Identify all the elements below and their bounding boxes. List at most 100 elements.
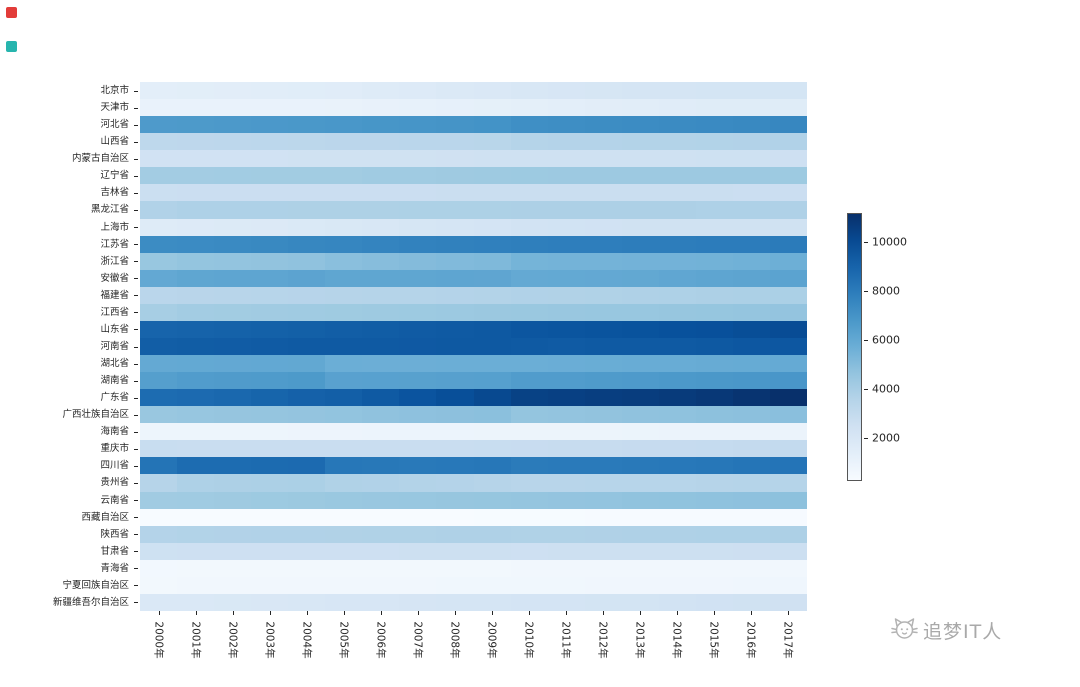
heatmap-cell: [140, 201, 178, 219]
colorbar-tick-label: 8000: [872, 284, 900, 298]
heatmap-cell: [732, 355, 770, 373]
heatmap-cell: [436, 150, 474, 168]
heatmap-cell: [769, 201, 807, 219]
heatmap-cell: [251, 457, 289, 475]
heatmap-cell: [214, 235, 252, 253]
heatmap-cell: [695, 559, 733, 577]
heatmap-cell: [584, 252, 622, 270]
heatmap-cell: [325, 559, 363, 577]
heatmap-cell: [140, 133, 178, 151]
heatmap-cell: [177, 525, 215, 543]
y-axis-tick: [134, 363, 138, 365]
heatmap-cell: [732, 320, 770, 338]
heatmap-cell: [251, 201, 289, 219]
teal-square-decoration: [6, 41, 17, 52]
heatmap-cell: [547, 423, 585, 441]
cat-logo-icon: [891, 616, 918, 645]
heatmap-cell: [658, 320, 696, 338]
heatmap-cell: [325, 235, 363, 253]
y-axis-tick: [134, 448, 138, 450]
heatmap-cell: [177, 355, 215, 373]
heatmap-cell: [399, 116, 437, 134]
heatmap-cell: [510, 559, 548, 577]
heatmap-cell: [473, 252, 511, 270]
heatmap-cell: [214, 542, 252, 560]
heatmap-cell: [695, 440, 733, 458]
heatmap-cell: [251, 218, 289, 236]
heatmap-cell: [399, 133, 437, 151]
heatmap-cell: [621, 320, 659, 338]
heatmap-cell: [732, 542, 770, 560]
heatmap-cell: [547, 457, 585, 475]
heatmap-cell: [658, 167, 696, 185]
heatmap-cell: [251, 252, 289, 270]
heatmap-cell: [362, 593, 400, 611]
heatmap-cell: [177, 184, 215, 202]
heatmap-cell: [510, 337, 548, 356]
heatmap-cell: [436, 303, 474, 321]
heatmap-cell: [288, 337, 326, 356]
heatmap-cell: [214, 303, 252, 321]
heatmap-cell: [140, 99, 178, 117]
heatmap-cell: [547, 593, 585, 611]
y-axis-tick: [134, 397, 138, 399]
x-axis-label: 2006年: [374, 621, 387, 659]
y-axis-label: 河北省: [100, 119, 129, 131]
heatmap-cell: [695, 372, 733, 390]
heatmap-cell: [288, 235, 326, 253]
x-axis-label: 2015年: [707, 621, 720, 659]
heatmap-cell: [510, 474, 548, 492]
heatmap-cell: [288, 82, 326, 100]
heatmap-cell: [177, 133, 215, 151]
x-axis-tick: [232, 611, 234, 615]
heatmap-cell: [732, 337, 770, 356]
heatmap-cell: [288, 406, 326, 424]
colorbar-tick: [864, 241, 868, 243]
heatmap-cell: [288, 184, 326, 202]
heatmap-cell: [658, 593, 696, 611]
heatmap-cell: [769, 355, 807, 373]
heatmap-cell: [362, 184, 400, 202]
x-axis-tick: [788, 611, 790, 615]
heatmap-cell: [214, 252, 252, 270]
x-axis-label: 2003年: [263, 621, 276, 659]
heatmap-cell: [399, 269, 437, 287]
x-axis-label: 2002年: [226, 621, 239, 659]
heatmap-cell: [658, 474, 696, 492]
heatmap-cell: [510, 406, 548, 424]
heatmap-cell: [510, 252, 548, 270]
heatmap-cell: [140, 218, 178, 236]
heatmap-cell: [177, 389, 215, 407]
heatmap-cell: [214, 167, 252, 185]
x-axis-label: 2009年: [485, 621, 498, 659]
heatmap-cell: [436, 337, 474, 356]
heatmap-cell: [177, 235, 215, 253]
heatmap-cell: [140, 372, 178, 390]
heatmap-cell: [769, 491, 807, 509]
y-axis-label: 湖南省: [100, 375, 129, 387]
y-axis-label: 江西省: [100, 306, 129, 318]
heatmap-cell: [325, 389, 363, 407]
y-axis-label: 浙江省: [100, 255, 129, 267]
heatmap-cell: [584, 576, 622, 594]
heatmap-cell: [695, 542, 733, 560]
heatmap-cell: [584, 82, 622, 100]
heatmap-cell: [584, 474, 622, 492]
heatmap-cell: [473, 491, 511, 509]
heatmap-cell: [251, 474, 289, 492]
heatmap-cell: [436, 491, 474, 509]
heatmap-cell: [288, 167, 326, 185]
colorbar-tick-label: 4000: [872, 382, 900, 396]
y-axis-tick: [134, 158, 138, 160]
heatmap-cell: [658, 508, 696, 526]
heatmap-cell: [140, 184, 178, 202]
heatmap-cell: [251, 542, 289, 560]
y-axis-label: 甘肃省: [100, 545, 129, 557]
heatmap-cell: [658, 286, 696, 304]
heatmap-cell: [140, 286, 178, 304]
y-axis-tick: [134, 278, 138, 280]
heatmap-cell: [362, 286, 400, 304]
heatmap-cell: [584, 337, 622, 356]
y-axis-tick: [134, 500, 138, 502]
heatmap-cell: [584, 303, 622, 321]
